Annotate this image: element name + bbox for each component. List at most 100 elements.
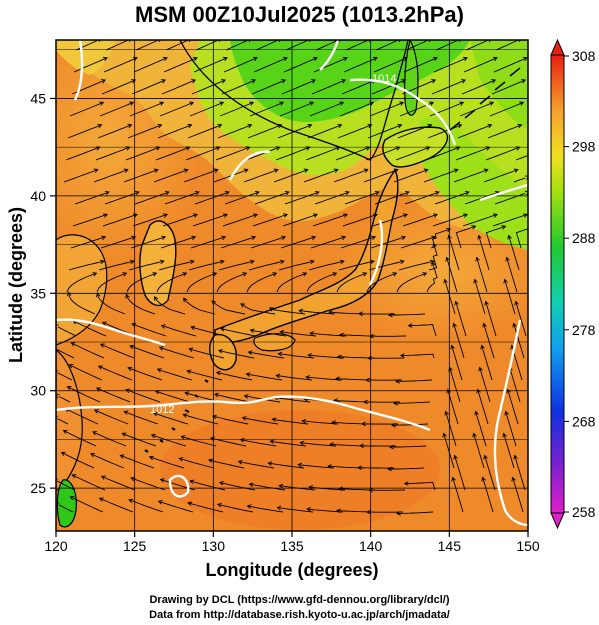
streamline xyxy=(219,482,256,491)
streamline xyxy=(101,79,136,95)
streamline-arrow xyxy=(445,256,450,262)
streamline-arrow xyxy=(396,511,401,516)
streamline xyxy=(465,40,489,51)
isobar-north xyxy=(319,40,340,71)
streamline-arrow xyxy=(133,213,138,218)
streamline xyxy=(388,467,425,470)
streamline xyxy=(392,423,429,426)
streamline xyxy=(130,477,166,491)
honshu-land xyxy=(214,168,399,344)
streamline xyxy=(220,328,257,337)
streamline xyxy=(75,40,99,51)
streamline-arrow xyxy=(119,454,125,459)
streamline-arrow xyxy=(298,308,304,314)
streamline xyxy=(248,351,285,359)
streamline xyxy=(126,389,161,403)
streamline xyxy=(404,191,440,205)
streamline xyxy=(477,389,489,425)
streamline-arrow xyxy=(393,168,399,173)
colorbar: 308 298 288 278 268 258 xyxy=(550,38,596,530)
streamline xyxy=(67,386,101,403)
streamline-arrow xyxy=(192,56,198,62)
streamline-arrow xyxy=(434,190,440,196)
streamline xyxy=(370,236,406,249)
streamline-arrow xyxy=(374,190,380,196)
streamline-arrow xyxy=(221,235,227,241)
streamline-arrow xyxy=(254,190,260,196)
streamline-arrow xyxy=(513,454,518,460)
streamline xyxy=(403,57,438,73)
streamline xyxy=(215,146,250,161)
streamline-arrow xyxy=(505,256,510,262)
streamline-arrow xyxy=(223,213,228,218)
streamline xyxy=(56,348,75,359)
streamline xyxy=(310,332,347,337)
streamline xyxy=(427,124,462,139)
streamline-arrow xyxy=(493,213,498,218)
streamline-arrow xyxy=(251,79,257,84)
streamline xyxy=(278,353,315,359)
streamline-arrow xyxy=(127,366,133,372)
streamline-arrow xyxy=(188,347,194,353)
streamline xyxy=(190,326,227,337)
streamline-arrow xyxy=(401,79,407,84)
streamline xyxy=(67,124,102,139)
streamline xyxy=(149,456,185,469)
colorbar-bottom-arrow xyxy=(550,512,565,530)
streamline-arrow xyxy=(407,323,413,328)
streamline xyxy=(478,235,490,271)
streamline xyxy=(61,451,95,469)
streamline xyxy=(408,324,437,337)
streamline xyxy=(283,57,318,73)
streamline xyxy=(397,124,432,139)
streamline-arrow xyxy=(56,370,59,375)
streamline xyxy=(254,191,290,205)
streamline xyxy=(74,191,110,205)
streamline xyxy=(276,375,313,381)
streamline-arrow xyxy=(97,123,103,129)
streamline xyxy=(464,191,500,205)
streamline-arrow xyxy=(97,365,103,370)
streamline-arrow xyxy=(272,272,278,277)
streamline xyxy=(160,236,196,249)
streamline-arrow xyxy=(491,79,497,84)
streamline xyxy=(73,320,107,337)
streamline-arrow xyxy=(152,411,158,417)
streamline xyxy=(491,79,526,95)
streamline xyxy=(247,124,282,139)
streamline xyxy=(155,390,191,403)
streamline xyxy=(192,213,228,227)
streamline xyxy=(179,457,215,469)
streamline-arrow xyxy=(104,190,110,196)
streamline-arrow xyxy=(403,481,409,486)
streamline-arrow xyxy=(305,375,310,380)
streamline-arrow xyxy=(183,168,189,173)
streamline-arrow xyxy=(454,300,459,306)
streamline-arrow xyxy=(369,101,375,106)
streamline-arrow xyxy=(211,300,217,305)
streamline xyxy=(396,511,434,514)
streamline xyxy=(186,272,217,293)
streamline-arrow xyxy=(363,168,369,173)
streamline-arrow xyxy=(153,168,159,173)
colorbar-tick-label: 278 xyxy=(572,322,596,338)
streamline-arrow xyxy=(189,101,195,106)
streamline-arrow xyxy=(56,394,60,399)
streamline-arrow xyxy=(129,259,135,265)
streamline xyxy=(299,310,336,315)
streamline-arrow xyxy=(193,213,198,218)
streamline xyxy=(433,57,468,73)
streamline xyxy=(105,40,129,51)
streamline-arrow xyxy=(403,213,408,218)
streamline xyxy=(65,146,100,161)
streamline-arrow xyxy=(314,190,320,196)
streamline xyxy=(161,324,197,337)
streamline-arrow xyxy=(372,56,378,62)
streamline xyxy=(368,260,405,271)
streamline xyxy=(310,236,346,249)
colorbar-tick-label: 268 xyxy=(572,413,596,429)
streamline-arrow xyxy=(217,348,223,354)
streamline xyxy=(158,260,195,271)
streamline xyxy=(455,225,476,249)
streamline-arrow xyxy=(392,272,398,277)
